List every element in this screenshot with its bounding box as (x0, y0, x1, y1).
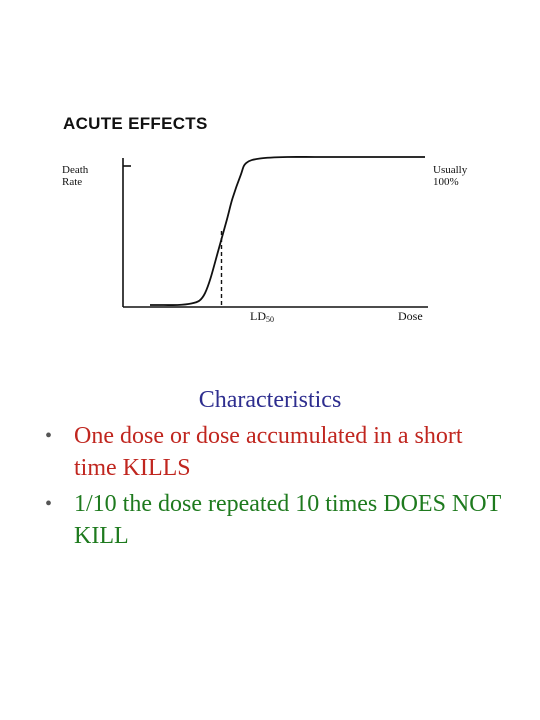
plateau-note-line1: Usually (433, 164, 468, 176)
y-axis-label-line1: Death (62, 164, 89, 176)
ld50-label: LD50 (250, 310, 274, 324)
bullet-text-does-not-kill: 1/10 the dose repeated 10 times DOES NOT… (74, 491, 501, 549)
characteristics-heading: Characteristics (198, 387, 342, 413)
dose-response-chart (122, 156, 428, 308)
bullet-dot-icon: • (45, 493, 53, 515)
ld50-label-main: LD (250, 309, 266, 323)
bullet-item-does-not-kill: • 1/10 the dose repeated 10 times DOES N… (0, 488, 540, 552)
ld50-label-subscript: 50 (266, 315, 274, 324)
bullet-item-kills: • One dose or dose accumulated in a shor… (0, 420, 540, 484)
y-axis-label-line2: Rate (62, 176, 83, 188)
bullet-text-kills: One dose or dose accumulated in a short … (74, 423, 463, 481)
acute-effects-figure: ACUTE EFFECTS Death Rate Usually 100% LD… (62, 114, 468, 324)
plateau-note-line2: 100% (433, 176, 459, 188)
bullet-list: • One dose or dose accumulated in a shor… (0, 420, 540, 552)
bullet-dot-icon: • (45, 425, 53, 447)
slide-body: Characteristics • One dose or dose accum… (0, 384, 540, 552)
figure-title: ACUTE EFFECTS (63, 114, 208, 133)
x-axis-label: Dose (398, 309, 423, 323)
dose-response-curve (150, 156, 425, 306)
